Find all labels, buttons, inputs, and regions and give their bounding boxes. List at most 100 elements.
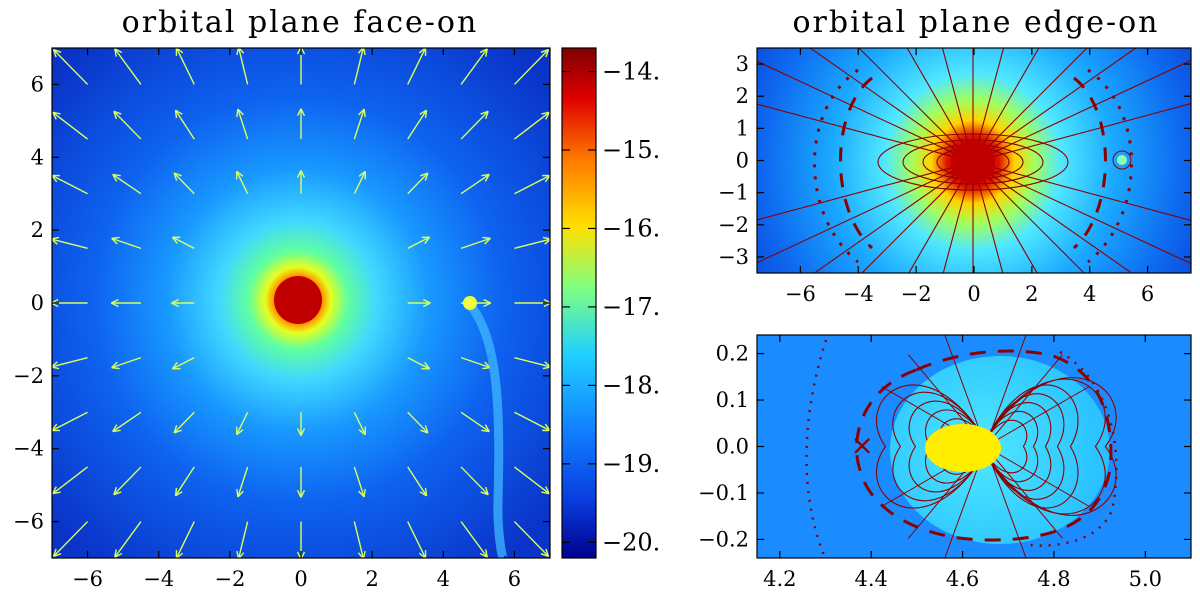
velocity-arrow (113, 466, 142, 496)
y-tick-label: 1 (736, 116, 749, 140)
velocity-arrow (52, 174, 88, 195)
velocity-arrow (407, 172, 429, 195)
velocity-arrow (407, 48, 427, 85)
velocity-arrow (236, 411, 249, 435)
velocity-arrow (238, 48, 249, 85)
y-tick-label: 0.1 (716, 388, 749, 412)
velocity-arrow (175, 521, 195, 558)
field-line (985, 354, 1063, 447)
colorbar-tick-label: −15. (602, 136, 660, 164)
zoom-core (925, 424, 1001, 472)
x-tick-label: −2 (901, 282, 932, 306)
velocity-arrow (111, 237, 142, 250)
closed-field-loop (984, 393, 1065, 500)
closed-field-loop (984, 410, 1039, 483)
x-tick-label: 5.0 (1129, 567, 1162, 591)
edge-on-companion (1117, 155, 1127, 165)
velocity-arrow (353, 466, 365, 498)
colorbar-tick-label: −19. (602, 450, 660, 478)
field-line (908, 180, 963, 273)
closed-field-loop (877, 133, 1069, 191)
field-line (985, 446, 1063, 539)
velocity-arrow (460, 466, 489, 496)
field-line (978, 48, 1005, 141)
y-tick-label: 0.2 (716, 342, 749, 366)
edge-on-dashed-contours (813, 68, 1133, 264)
velocity-arrow (514, 111, 550, 140)
velocity-arrow (407, 357, 430, 370)
x-tick-label: −6 (785, 282, 816, 306)
velocity-arrow (407, 521, 427, 558)
velocity-arrow (53, 49, 89, 85)
y-tick-label: 0.0 (716, 435, 749, 459)
velocity-arrow (514, 466, 550, 495)
velocity-arrow (460, 237, 491, 250)
velocity-arrow (52, 238, 88, 250)
velocity-arrow (514, 411, 550, 432)
velocity-arrow (52, 111, 88, 140)
x-tick-label: 2 (365, 567, 378, 591)
closed-field-loop (984, 402, 1052, 491)
velocity-arrow (460, 110, 489, 140)
field-line (941, 48, 968, 141)
field-line (757, 60, 954, 154)
closed-field-loop (984, 377, 1117, 516)
velocity-arrow (236, 171, 249, 195)
velocity-arrow (514, 238, 550, 250)
x-tick-label: 6 (1141, 282, 1154, 306)
velocity-arrow (353, 108, 365, 140)
edge-on-axes: −6 −4 −2 0 2 4 6 3 2 1 0 −1 −2 −3 (718, 48, 1191, 306)
colorbar-tick-label: −18. (602, 371, 660, 399)
velocity-arrow (237, 466, 249, 498)
x-tick-label: 0 (967, 282, 980, 306)
zoom-dotted-contour (805, 339, 828, 558)
velocity-arrow (514, 174, 550, 195)
field-line (813, 174, 956, 273)
velocity-arrow (353, 521, 364, 558)
velocity-arrow (460, 48, 488, 85)
field-line (990, 48, 1137, 150)
y-tick-label: 2 (736, 84, 749, 108)
zoom-panel: × 4.2 4.4 4.6 4.8 5.0 0.2 0.1 0.0 −0.1 −0.2 (698, 334, 1192, 591)
velocity-arrow (513, 521, 549, 557)
closed-field-loop (892, 391, 986, 502)
face-on-companion (463, 296, 477, 310)
zoom-field-lines (875, 335, 1117, 558)
velocity-arrow (174, 109, 195, 140)
edge-on-panel: −6 −4 −2 0 2 4 6 3 2 1 0 −1 −2 −3 orbital plane edge-… (718, 5, 1192, 306)
zoom-x-marker: × (850, 429, 873, 462)
field-line (984, 446, 1027, 558)
field-line (757, 103, 952, 157)
velocity-arrow (172, 357, 195, 370)
velocity-arrow (237, 108, 249, 140)
velocity-arrow (353, 411, 366, 435)
colorbar-tick-label: −20. (602, 528, 660, 556)
velocity-arrow (460, 356, 491, 369)
edge-on-central-star (951, 140, 995, 184)
closed-field-loop (875, 384, 986, 509)
face-on-central-star (274, 276, 322, 324)
companion-tail (466, 302, 508, 558)
velocity-arrow (111, 356, 142, 369)
velocity-arrow (174, 466, 195, 497)
velocity-arrow (407, 411, 429, 434)
velocity-arrow (460, 411, 490, 433)
y-tick-label: −3 (718, 245, 749, 269)
y-tick-label: −0.1 (698, 481, 749, 505)
field-line (985, 446, 1090, 507)
colorbar-tick-label: −17. (602, 293, 660, 321)
field-line (988, 177, 1085, 273)
field-line (757, 170, 954, 264)
field-line (992, 59, 1191, 154)
velocity-arrow (407, 236, 430, 249)
field-line (906, 48, 963, 144)
velocity-arrow (353, 171, 366, 195)
velocity-arrow (460, 173, 490, 195)
field-line (983, 180, 1038, 273)
y-tick-label: 4 (31, 145, 44, 169)
zoom-axes: 4.2 4.4 4.6 4.8 5.0 0.2 0.1 0.0 −0.1 −0.2 (698, 335, 1191, 591)
field-line (858, 48, 958, 147)
y-tick-label: 6 (31, 72, 44, 96)
zoom-dashed-contour (855, 349, 1113, 542)
